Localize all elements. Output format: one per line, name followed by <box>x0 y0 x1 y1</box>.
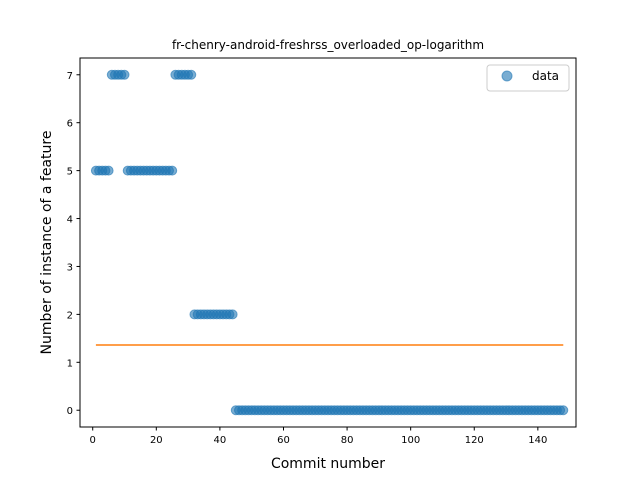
y-tick-label: 2 <box>67 310 73 321</box>
data-point <box>119 69 130 80</box>
data-point <box>103 165 114 176</box>
legend-label-data: data <box>532 69 559 83</box>
x-tick-label: 120 <box>465 435 484 446</box>
legend-marker-data <box>501 70 513 82</box>
data-point <box>558 405 569 416</box>
data-point <box>167 165 178 176</box>
x-tick-label: 20 <box>150 435 163 446</box>
y-tick-label: 6 <box>67 119 73 130</box>
data-point <box>186 69 197 80</box>
x-tick-label: 140 <box>528 435 547 446</box>
x-axis-label: Commit number <box>271 456 385 472</box>
y-tick-label: 3 <box>67 262 73 273</box>
y-tick-label: 4 <box>67 215 73 226</box>
x-tick-label: 100 <box>401 435 420 446</box>
chart-title: fr-chenry-android-freshrss_overloaded_op… <box>172 38 484 52</box>
plot-area <box>90 69 569 416</box>
x-tick-label: 0 <box>90 435 96 446</box>
y-tick-label: 7 <box>67 71 73 82</box>
plot-frame <box>79 57 577 428</box>
data-point <box>227 309 238 320</box>
y-tick-label: 5 <box>67 167 73 178</box>
x-tick-label: 80 <box>341 435 354 446</box>
y-tick-label: 1 <box>67 358 73 369</box>
y-axis-label: Number of instance of a feature <box>39 131 55 355</box>
axis-ticks: 0 20 40 60 80 100 120 140 0 1 2 3 4 5 6 7 <box>67 71 548 446</box>
legend: data <box>486 64 570 92</box>
x-tick-label: 40 <box>214 435 227 446</box>
y-tick-label: 0 <box>67 406 73 417</box>
x-tick-label: 60 <box>277 435 290 446</box>
